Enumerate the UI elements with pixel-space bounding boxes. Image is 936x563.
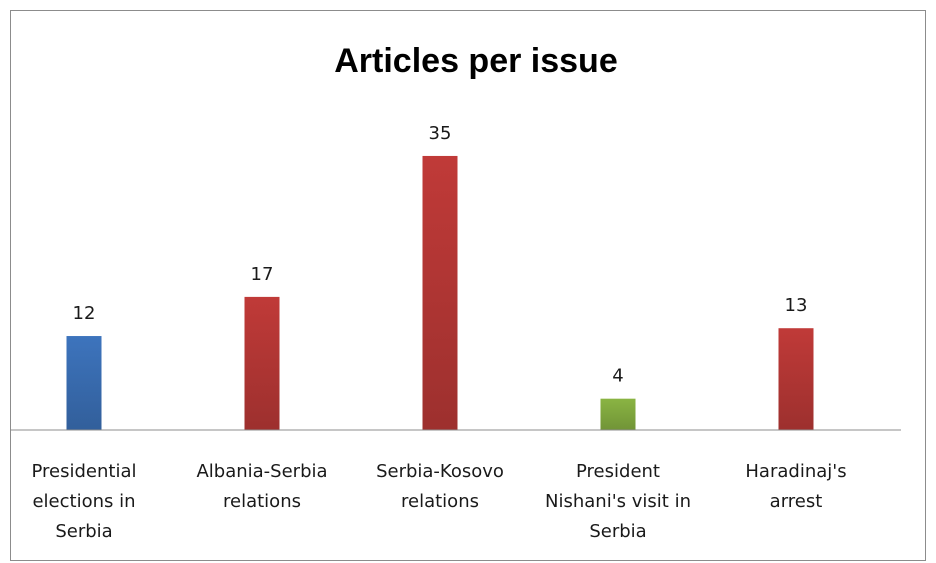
category-label-line: Serbia bbox=[55, 521, 112, 542]
category-label-5: Haradinaj's arrest bbox=[745, 461, 846, 512]
bar-1 bbox=[66, 336, 102, 430]
bar-2 bbox=[244, 296, 280, 430]
category-label-1: Presidential elections in Serbia bbox=[32, 461, 137, 542]
category-label-line: Nishani's visit in bbox=[545, 491, 691, 512]
data-label-4: 4 bbox=[612, 366, 623, 387]
category-label-3: Serbia-Kosovo relations bbox=[376, 461, 504, 512]
bar-3 bbox=[422, 155, 458, 430]
bar-5 bbox=[778, 328, 814, 430]
category-label-line: elections in bbox=[32, 491, 135, 512]
category-label-line: President bbox=[576, 461, 660, 482]
labels-layer: 12 Presidential elections in Serbia 17 Albani… bbox=[32, 123, 847, 542]
category-label-4: President Nishani's visit in Serbia bbox=[545, 461, 691, 542]
chart-title: Articles per issue bbox=[334, 42, 617, 80]
category-label-line: arrest bbox=[770, 491, 823, 512]
bar-chart: Articles per issue 12 Presidential electio… bbox=[11, 42, 901, 542]
data-label-2: 17 bbox=[251, 264, 274, 285]
data-label-3: 35 bbox=[429, 123, 452, 144]
category-label-line: Serbia bbox=[589, 521, 646, 542]
bar-4 bbox=[600, 398, 636, 430]
chart-frame: Articles per issue 12 Presidential electio… bbox=[10, 10, 926, 561]
category-label-line: Presidential bbox=[32, 461, 137, 482]
data-label-1: 12 bbox=[73, 303, 96, 324]
bars-layer bbox=[66, 155, 814, 430]
category-label-line: relations bbox=[223, 491, 301, 512]
category-label-line: relations bbox=[401, 491, 479, 512]
category-label-line: Serbia-Kosovo bbox=[376, 461, 504, 482]
category-label-line: Haradinaj's bbox=[745, 461, 846, 482]
data-label-5: 13 bbox=[785, 295, 808, 316]
category-label-2: Albania-Serbia relations bbox=[196, 461, 327, 512]
category-label-line: Albania-Serbia bbox=[196, 461, 327, 482]
